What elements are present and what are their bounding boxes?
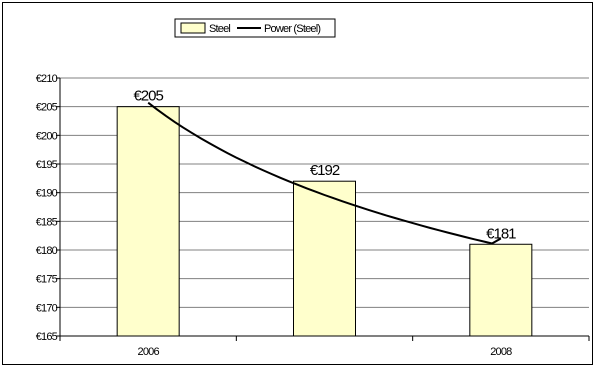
- data-label: €205: [133, 88, 163, 105]
- legend: Steel Power (Steel): [174, 18, 336, 38]
- trendline-power-steel: [147, 101, 502, 245]
- y-tick-label: €170: [36, 302, 58, 314]
- y-tick-label: €185: [36, 216, 58, 228]
- legend-label-power: Power (Steel): [264, 23, 320, 35]
- y-tick-label: €205: [36, 102, 58, 114]
- data-label: €181: [486, 225, 516, 242]
- y-tick-labels: €165 €170 €175 €180 €185 €190 €195 €200 €205 €210: [36, 73, 59, 343]
- data-label: €192: [310, 162, 340, 179]
- chart-frame: €165 €170 €175 €180 €185 €190 €195 €200 €205 €210…: [2, 2, 593, 365]
- y-tick-label: €175: [36, 274, 58, 286]
- bar-steel-2: [469, 243, 533, 337]
- data-labels: €205 €192 €181: [133, 88, 517, 243]
- bars: [116, 106, 533, 337]
- bar-steel-0: [116, 106, 180, 337]
- y-tick-label: €200: [36, 130, 58, 142]
- y-tick-label: €180: [36, 245, 58, 257]
- y-tick-label: €195: [36, 159, 58, 171]
- trendline: [147, 101, 502, 245]
- y-tick-label: €165: [36, 331, 58, 343]
- axes: [56, 77, 590, 341]
- legend-swatch-steel: [180, 22, 206, 34]
- bar-chart: €165 €170 €175 €180 €185 €190 €195 €200 €205 €210…: [36, 18, 590, 358]
- x-tick-labels: 2006 2008: [138, 346, 513, 358]
- y-tick-label: €210: [36, 73, 58, 85]
- y-tick-label: €190: [36, 188, 58, 200]
- bar-steel-1: [293, 180, 356, 337]
- x-tick-label: 2006: [138, 346, 160, 358]
- legend-label-steel: Steel: [209, 23, 230, 35]
- x-tick-label: 2008: [490, 346, 512, 358]
